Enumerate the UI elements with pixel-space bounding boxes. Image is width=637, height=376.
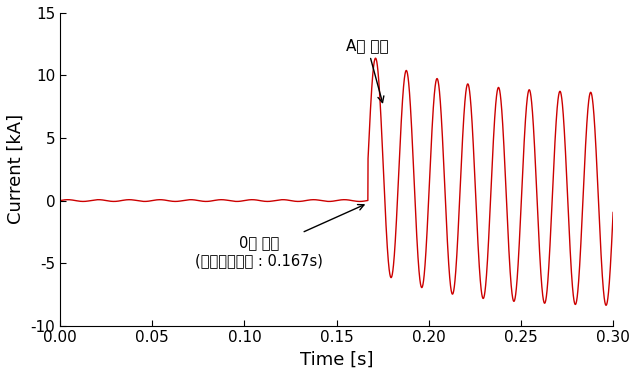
Y-axis label: Current [kA]: Current [kA] xyxy=(7,114,25,224)
Text: 0도 고장
(고장발생시간 : 0.167s): 0도 고장 (고장발생시간 : 0.167s) xyxy=(196,205,364,268)
X-axis label: Time [s]: Time [s] xyxy=(300,351,373,369)
Text: A상 전류: A상 전류 xyxy=(346,38,389,103)
